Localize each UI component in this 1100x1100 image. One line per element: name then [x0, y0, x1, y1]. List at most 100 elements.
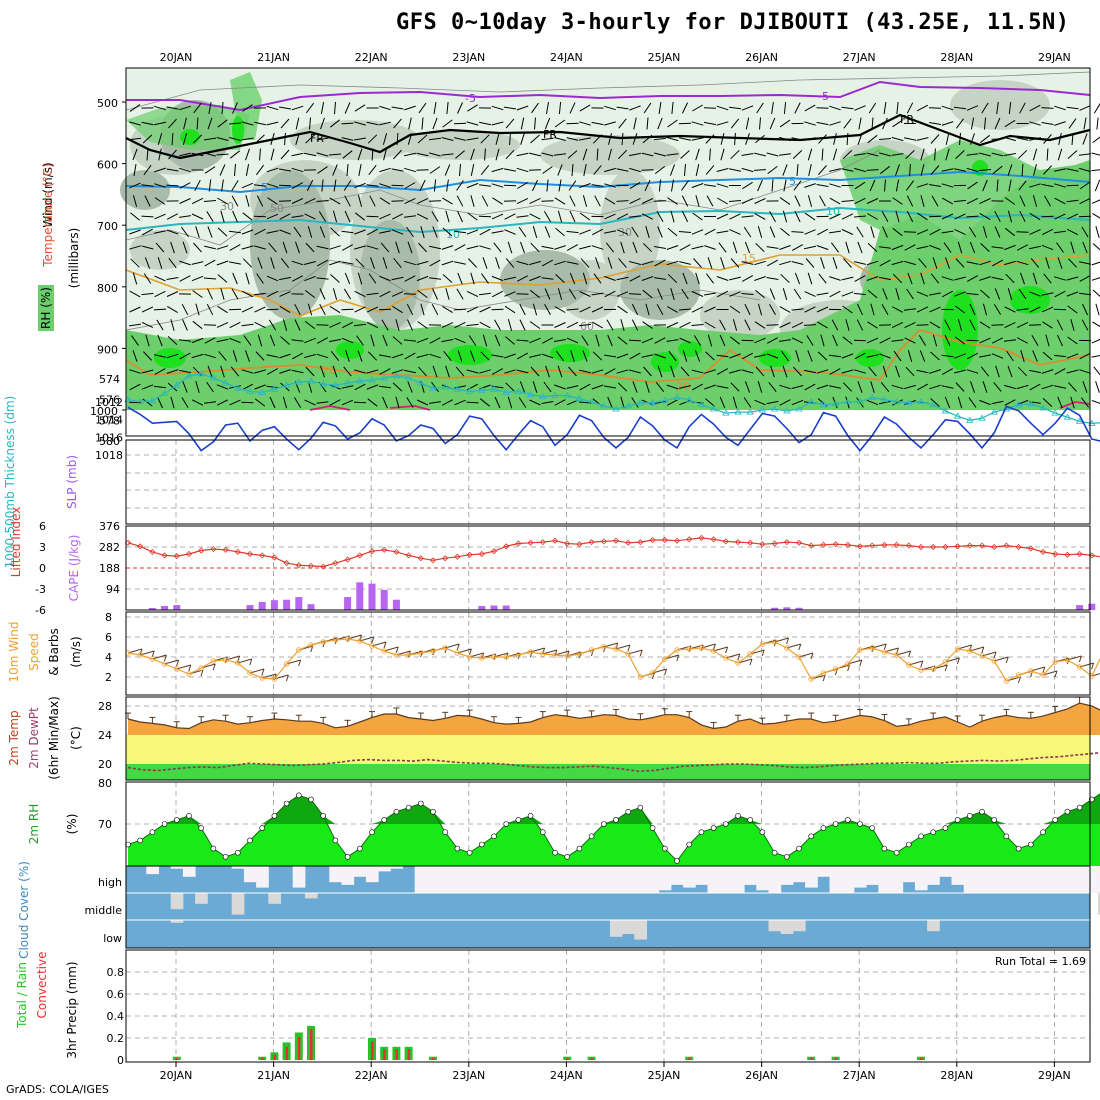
point-li — [930, 543, 937, 551]
wind-barb — [754, 198, 766, 204]
point-thickness — [575, 394, 584, 402]
wind-barb — [1032, 350, 1038, 362]
wind-barb — [192, 134, 203, 144]
wind-barb — [691, 245, 704, 250]
wind-barb — [579, 369, 591, 374]
wind-barb — [542, 647, 546, 655]
bar-precip-conv — [297, 1036, 301, 1060]
wind-barb — [992, 165, 1003, 175]
wind-barb — [1057, 334, 1063, 347]
wind-barb — [516, 167, 529, 173]
point-li — [686, 536, 693, 543]
wind-barb — [917, 212, 928, 221]
wind-barb — [391, 276, 404, 281]
wind-barb — [442, 274, 453, 283]
wind-barb — [354, 229, 366, 235]
wind-barb — [455, 366, 465, 377]
wind-barb — [954, 305, 966, 314]
wind-barb — [516, 352, 529, 360]
wind-barb — [691, 291, 704, 297]
wind-barb — [179, 167, 191, 173]
wind-barb — [816, 384, 829, 390]
point-thickness — [148, 396, 157, 404]
cloud-clear-high — [817, 866, 830, 877]
wind-barb — [653, 137, 667, 141]
wind-barb — [1041, 244, 1054, 251]
point-rh2m — [466, 849, 473, 856]
wind-barb — [504, 168, 516, 172]
cloud-clear-low — [170, 920, 184, 923]
wind-barb — [966, 352, 979, 360]
point-wind — [637, 674, 644, 680]
wind-barb — [866, 260, 879, 266]
wind-barb — [505, 382, 515, 392]
wind-barb — [278, 184, 292, 187]
point-rh2m — [295, 792, 302, 799]
wind-barb — [1054, 276, 1066, 281]
wind-barb — [516, 105, 529, 111]
wind-barb — [241, 323, 254, 327]
wind-barb — [1053, 354, 1067, 358]
wind-barb — [907, 272, 913, 285]
wind-barb — [994, 210, 1001, 223]
cloud-clear-high — [329, 866, 342, 883]
point-wind — [198, 665, 204, 671]
wind-barb — [906, 195, 914, 207]
wind-barb — [882, 365, 888, 378]
wind-barb — [241, 121, 254, 126]
wind-barb — [466, 369, 479, 374]
wind-barb — [832, 257, 838, 269]
wind-barb — [720, 133, 725, 145]
wind-barb — [531, 102, 539, 114]
wind-barb — [955, 258, 965, 268]
wind-barb — [320, 117, 325, 130]
bar-cape — [380, 589, 388, 610]
wind-barb — [268, 319, 277, 331]
wind-barb — [255, 134, 265, 144]
wind-barb — [916, 183, 929, 188]
wind-barb — [1028, 324, 1042, 326]
wind-barb — [807, 272, 813, 285]
wind-barb — [266, 385, 279, 389]
wind-barb — [709, 148, 711, 161]
panel-bg-precip — [126, 950, 1090, 1062]
wind-barb — [944, 664, 948, 672]
wind-barb — [829, 230, 841, 234]
wind-barb — [366, 228, 379, 236]
wind-barb — [729, 336, 741, 345]
wind-barb — [878, 138, 892, 140]
wind-barb — [966, 153, 979, 156]
point-rh2m — [198, 825, 204, 831]
wind-barb — [354, 306, 366, 313]
wind-barb — [505, 652, 509, 660]
wind-barb — [920, 272, 925, 285]
wind-barb — [492, 197, 503, 205]
wind-barb — [741, 197, 754, 205]
wind-barb — [154, 197, 166, 205]
wind-barb — [455, 150, 465, 159]
point-rh2m — [905, 841, 912, 848]
wind-barb — [980, 366, 990, 377]
point-wind — [405, 652, 412, 658]
wind-barb — [1019, 195, 1026, 207]
wind-barb — [191, 152, 204, 157]
wind-barb — [354, 369, 366, 374]
wind-barb — [391, 168, 404, 172]
wind-barb — [468, 258, 477, 268]
wind-barb — [979, 134, 991, 144]
point-li — [905, 542, 912, 549]
wind-barb — [431, 303, 439, 316]
wind-barb — [582, 272, 588, 285]
wind-barb — [579, 229, 591, 235]
wind-barb — [166, 369, 179, 374]
wind-barb — [882, 117, 888, 130]
wind-barb — [791, 308, 804, 311]
wind-barb — [691, 183, 704, 188]
wind-barb — [807, 148, 813, 161]
wind-barb — [645, 381, 650, 393]
wind-barb — [418, 366, 427, 377]
wind-barb — [158, 148, 162, 161]
wind-barb — [416, 197, 429, 205]
wind-barb — [616, 353, 629, 359]
wind-barb — [766, 277, 779, 280]
